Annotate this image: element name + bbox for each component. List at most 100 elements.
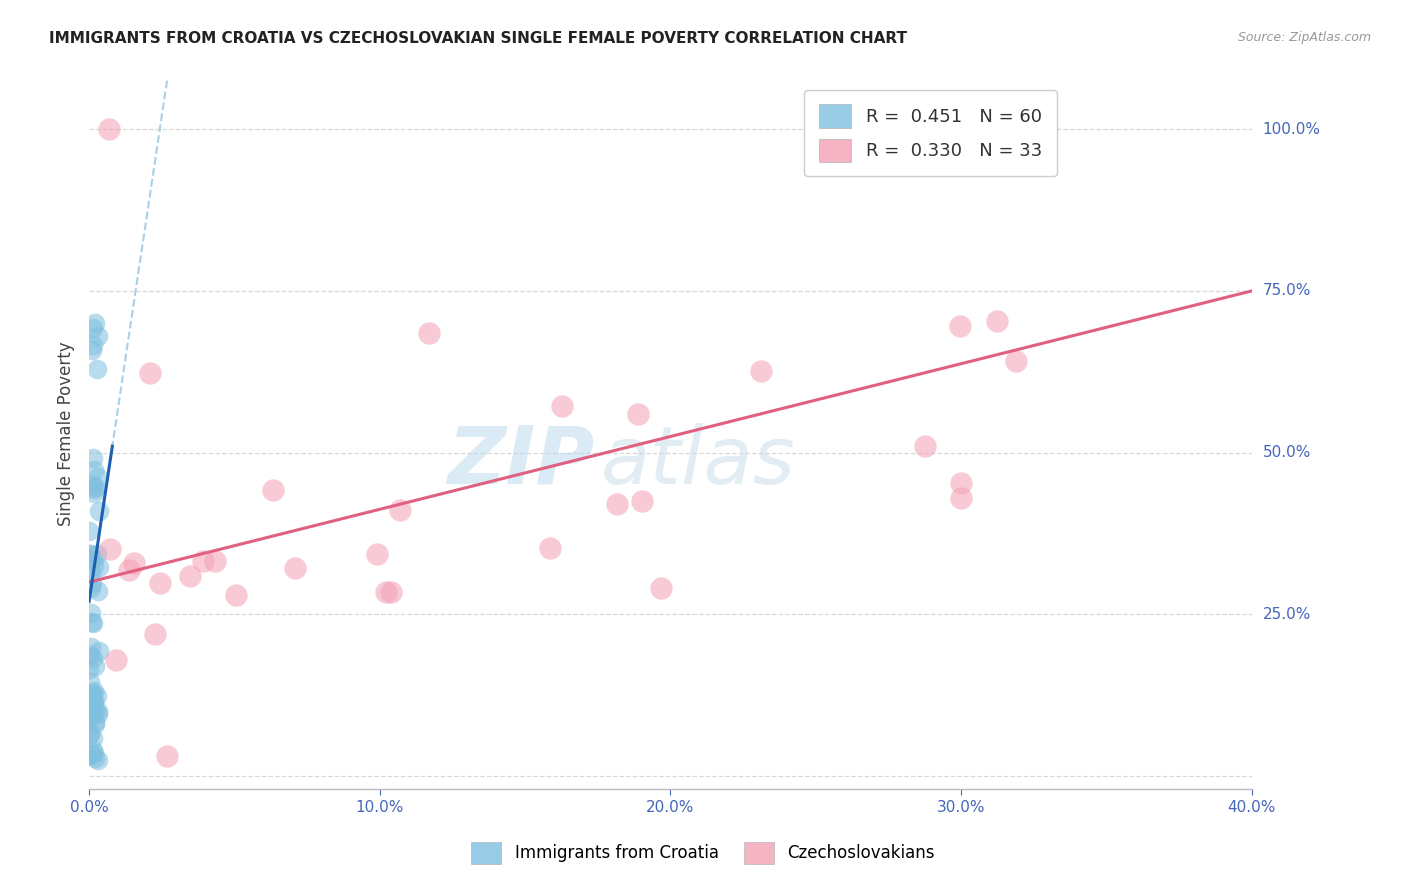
Point <box>79 725 101 739</box>
Point <box>80 566 103 580</box>
Point <box>87 329 110 343</box>
Point <box>538 541 561 555</box>
Point <box>949 475 972 490</box>
Point <box>80 688 103 702</box>
Point <box>82 338 104 352</box>
Y-axis label: Single Female Poverty: Single Female Poverty <box>58 341 75 525</box>
Point <box>80 582 103 596</box>
Text: Source: ZipAtlas.com: Source: ZipAtlas.com <box>1237 31 1371 45</box>
Point <box>82 743 104 757</box>
Point <box>82 686 104 700</box>
Point <box>82 731 104 745</box>
Text: ZIP: ZIP <box>447 423 595 500</box>
Point <box>204 554 226 568</box>
Point <box>606 497 628 511</box>
Point <box>914 439 936 453</box>
Point <box>80 575 103 590</box>
Point <box>79 674 101 689</box>
Point <box>262 483 284 497</box>
Point <box>388 503 411 517</box>
Point <box>375 585 398 599</box>
Point <box>627 407 650 421</box>
Point <box>84 659 107 673</box>
Point <box>79 696 101 710</box>
Point <box>82 706 104 721</box>
Point <box>79 662 101 676</box>
Point <box>122 556 145 570</box>
Point <box>179 569 201 583</box>
Point <box>80 343 103 357</box>
Point <box>83 746 105 760</box>
Point <box>418 326 440 341</box>
Point <box>83 683 105 698</box>
Point <box>83 463 105 477</box>
Point <box>80 606 103 620</box>
Point <box>87 559 110 574</box>
Point <box>284 561 307 575</box>
Point <box>83 696 105 710</box>
Point <box>79 640 101 654</box>
Point <box>650 581 672 595</box>
Point <box>80 747 103 761</box>
Point <box>84 716 107 731</box>
Point <box>86 362 108 376</box>
Point <box>80 615 103 630</box>
Point <box>86 547 108 561</box>
Point <box>948 319 970 334</box>
Point <box>89 504 111 518</box>
Point <box>82 450 104 465</box>
Point <box>82 552 104 566</box>
Text: atlas: atlas <box>600 423 796 500</box>
Point <box>225 588 247 602</box>
Point <box>82 478 104 492</box>
Point <box>98 541 121 556</box>
Point <box>949 491 972 505</box>
Point <box>87 706 110 721</box>
Point <box>191 554 214 568</box>
Legend: R =  0.451   N = 60, R =  0.330   N = 33: R = 0.451 N = 60, R = 0.330 N = 33 <box>804 90 1056 176</box>
Point <box>83 486 105 500</box>
Point <box>139 366 162 380</box>
Point <box>82 321 104 335</box>
Point <box>84 714 107 729</box>
Point <box>87 583 110 598</box>
Point <box>149 575 172 590</box>
Point <box>380 585 402 599</box>
Point <box>87 704 110 718</box>
Point <box>83 558 105 572</box>
Point <box>366 547 388 561</box>
Point <box>98 122 121 136</box>
Point <box>79 524 101 538</box>
Point <box>83 703 105 717</box>
Point <box>79 648 101 663</box>
Point <box>79 547 101 561</box>
Point <box>1005 353 1028 368</box>
Text: 25.0%: 25.0% <box>1263 607 1310 622</box>
Point <box>631 493 654 508</box>
Point <box>749 364 772 378</box>
Point <box>79 727 101 741</box>
Point <box>83 316 105 330</box>
Point <box>79 692 101 706</box>
Point <box>83 693 105 707</box>
Point <box>551 399 574 413</box>
Legend: Immigrants from Croatia, Czechoslovakians: Immigrants from Croatia, Czechoslovakian… <box>465 836 941 871</box>
Point <box>82 690 104 704</box>
Point <box>82 650 104 665</box>
Point <box>86 689 108 703</box>
Text: 50.0%: 50.0% <box>1263 445 1310 460</box>
Text: 100.0%: 100.0% <box>1263 121 1320 136</box>
Point <box>117 563 139 577</box>
Text: 75.0%: 75.0% <box>1263 284 1310 299</box>
Point <box>84 480 107 494</box>
Point <box>79 747 101 762</box>
Point <box>89 644 111 658</box>
Point <box>86 470 108 484</box>
Point <box>143 627 166 641</box>
Point <box>156 748 179 763</box>
Point <box>986 314 1008 328</box>
Text: IMMIGRANTS FROM CROATIA VS CZECHOSLOVAKIAN SINGLE FEMALE POVERTY CORRELATION CHA: IMMIGRANTS FROM CROATIA VS CZECHOSLOVAKI… <box>49 31 907 46</box>
Point <box>82 615 104 630</box>
Point <box>83 482 105 496</box>
Point <box>84 750 107 764</box>
